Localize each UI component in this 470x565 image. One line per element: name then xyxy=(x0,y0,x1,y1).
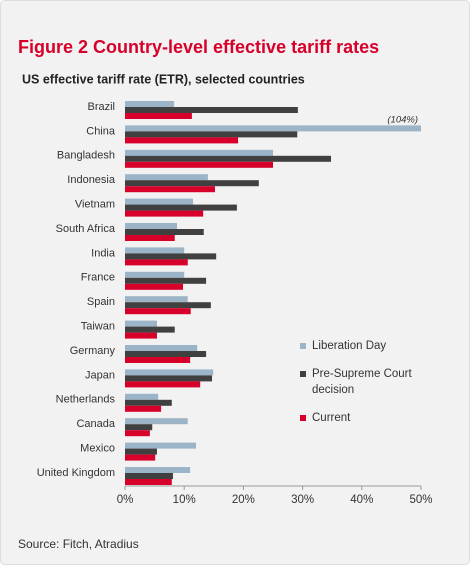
legend: Liberation Day Pre-Supreme Court decision… xyxy=(300,338,450,438)
bar xyxy=(125,107,298,113)
bar xyxy=(125,131,298,138)
legend-label: Liberation Day xyxy=(312,340,387,352)
bar xyxy=(125,424,153,431)
bar xyxy=(125,247,185,254)
x-tick-label: 0% xyxy=(117,494,134,506)
x-tick-label: 40% xyxy=(350,494,373,506)
bar xyxy=(125,479,172,485)
bar xyxy=(125,430,150,437)
y-tick-label: Netherlands xyxy=(56,394,116,406)
y-tick-label: Spain xyxy=(87,296,115,308)
bar xyxy=(125,283,184,290)
bar xyxy=(125,345,198,351)
legend-item: Liberation Day xyxy=(300,338,450,354)
bar xyxy=(125,393,159,400)
bar xyxy=(125,223,178,229)
bar xyxy=(125,326,175,333)
bar xyxy=(125,399,172,406)
bar xyxy=(125,296,188,303)
x-tick-label: 30% xyxy=(291,494,314,506)
bar xyxy=(125,161,273,168)
bar xyxy=(125,259,188,266)
bar xyxy=(125,277,207,284)
legend-swatch xyxy=(300,343,306,349)
bar xyxy=(125,351,207,357)
bar xyxy=(125,113,192,119)
bar xyxy=(125,369,214,376)
bar xyxy=(125,198,194,205)
bar xyxy=(125,149,273,156)
x-tick-label: 10% xyxy=(173,494,196,506)
legend-label: Pre-Supreme Court decision xyxy=(312,368,412,396)
y-tick-label: Taiwan xyxy=(81,321,115,333)
bar xyxy=(125,155,332,162)
y-tick-label: Canada xyxy=(76,418,115,430)
legend-label: Current xyxy=(312,412,351,424)
bar xyxy=(125,442,197,449)
bar xyxy=(125,235,175,241)
bar xyxy=(125,180,259,187)
bar xyxy=(125,253,217,260)
bar xyxy=(125,174,208,181)
legend-swatch xyxy=(300,371,306,377)
annotation: (104%) xyxy=(387,115,418,126)
y-tick-label: Mexico xyxy=(80,443,115,455)
bar xyxy=(125,405,162,412)
y-tick-label: Germany xyxy=(70,345,116,357)
plot xyxy=(125,101,421,485)
y-tick-label: United Kingdom xyxy=(37,467,115,479)
legend-item: Pre-Supreme Court decision xyxy=(300,366,450,398)
y-tick-label: France xyxy=(81,272,115,284)
y-tick-label: Japan xyxy=(85,369,115,381)
y-tick-label: India xyxy=(91,247,116,259)
bar xyxy=(125,375,213,382)
bar xyxy=(125,137,239,144)
x-tick-label: 20% xyxy=(232,494,255,506)
bar xyxy=(125,210,204,217)
y-tick-label: South Africa xyxy=(56,223,116,235)
bar xyxy=(125,204,237,211)
y-tick-label: Vietnam xyxy=(75,199,115,211)
bar xyxy=(125,302,211,309)
bar xyxy=(125,101,175,107)
bar xyxy=(125,186,215,193)
bar xyxy=(125,448,157,455)
chart-title: Figure 2 Country-level effective tariff … xyxy=(18,37,379,57)
bar xyxy=(125,320,157,327)
source: Source: Fitch, Atradius xyxy=(18,537,139,551)
bar xyxy=(125,473,173,479)
bar xyxy=(125,271,185,278)
y-tick-label: China xyxy=(86,125,116,137)
legend-item: Current xyxy=(300,410,450,426)
y-tick-label: Brazil xyxy=(87,101,115,113)
y-tick-label: Bangladesh xyxy=(57,150,115,162)
bar xyxy=(125,125,421,132)
bar xyxy=(125,332,157,339)
y-tick-label: Indonesia xyxy=(67,174,116,186)
legend-swatch xyxy=(300,415,306,421)
bar xyxy=(125,381,201,388)
bar xyxy=(125,418,188,425)
bar xyxy=(125,467,191,473)
chart-subtitle: US effective tariff rate (ETR), selected… xyxy=(22,72,305,86)
x-tick-label: 50% xyxy=(409,494,432,506)
bar xyxy=(125,357,191,363)
bar xyxy=(125,308,191,315)
bar xyxy=(125,229,204,235)
bar xyxy=(125,454,156,461)
